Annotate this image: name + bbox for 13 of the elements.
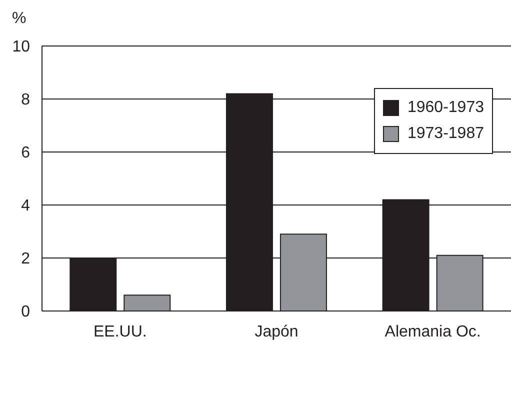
x-tick-label: Alemania Oc. [384, 323, 481, 340]
y-tick-label: 6 [21, 144, 30, 162]
y-tick-label: 0 [21, 304, 30, 321]
y-tick-label: 8 [21, 92, 30, 109]
bar [124, 294, 171, 311]
y-tick-label: 10 [12, 38, 30, 56]
y-tick-label: 4 [21, 198, 30, 215]
legend-label: 1960-1973 [406, 98, 484, 118]
y-tick-label: 2 [21, 250, 30, 268]
y-axis-title: % [12, 10, 26, 28]
x-tick-label: Japón [254, 323, 298, 340]
x-tick-label: EE.UU. [93, 323, 147, 340]
legend-label: 1973-1987 [406, 124, 484, 144]
